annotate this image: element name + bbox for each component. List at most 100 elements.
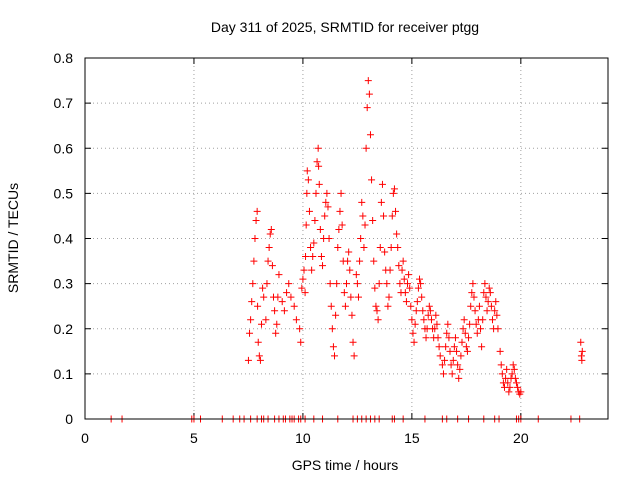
data-point [506, 383, 514, 391]
data-point [422, 334, 430, 342]
data-point [433, 320, 441, 328]
data-point [390, 185, 398, 193]
data-point [458, 338, 466, 346]
data-point [305, 207, 313, 215]
data-point [417, 280, 425, 288]
data-point [455, 374, 463, 382]
data-point [457, 352, 465, 360]
data-point [377, 198, 385, 206]
data-point [414, 284, 422, 292]
data-point [335, 225, 343, 233]
data-point [383, 280, 391, 288]
chart-title: Day 311 of 2025, SRMTID for receiver ptg… [211, 19, 479, 35]
data-point [256, 356, 264, 364]
y-tick-label: 0.6 [54, 140, 74, 156]
data-point [404, 280, 412, 288]
data-point [290, 302, 298, 310]
x-axis-title: GPS time / hours [292, 457, 399, 473]
data-point [271, 307, 279, 315]
data-point [352, 271, 360, 279]
data-point [263, 280, 271, 288]
y-tick-label: 0.1 [54, 366, 74, 382]
data-point [346, 266, 354, 274]
data-point [491, 307, 499, 315]
data-point [285, 280, 293, 288]
data-point [345, 248, 353, 256]
data-point [467, 302, 475, 310]
data-point [331, 352, 339, 360]
data-point [315, 180, 323, 188]
data-point [254, 302, 262, 310]
data-point [329, 343, 337, 351]
data-point [302, 253, 310, 261]
data-point [361, 221, 369, 229]
x-tick-label: 20 [513, 430, 529, 446]
data-point [399, 257, 407, 265]
y-tick-label: 0.2 [54, 321, 74, 337]
data-point [508, 370, 516, 378]
data-point [324, 203, 332, 211]
data-point [375, 280, 383, 288]
data-point [517, 388, 525, 396]
data-point [348, 311, 356, 319]
data-point [412, 307, 420, 315]
data-point [344, 257, 352, 265]
data-point [411, 320, 419, 328]
y-tick-label: 0.3 [54, 276, 74, 292]
data-point [273, 320, 281, 328]
data-point [357, 235, 365, 242]
x-tick-label: 0 [81, 430, 89, 446]
data-point [260, 293, 268, 301]
data-point [278, 298, 286, 306]
data-point [265, 244, 273, 252]
y-tick-label: 0.5 [54, 185, 74, 201]
data-point [362, 144, 370, 152]
data-point [336, 207, 344, 215]
data-point [327, 302, 335, 310]
data-point [359, 212, 367, 220]
data-point [374, 316, 382, 324]
data-point [485, 284, 493, 292]
data-point [469, 280, 477, 288]
data-point [292, 316, 300, 324]
data-point [578, 347, 586, 355]
data-point [296, 325, 304, 333]
data-point [254, 338, 262, 346]
data-point [303, 189, 311, 197]
data-point [287, 293, 295, 301]
data-point [442, 343, 450, 351]
data-point [321, 212, 329, 220]
data-point [262, 316, 270, 324]
data-point [301, 289, 309, 297]
data-point [468, 289, 476, 297]
data-point [477, 325, 485, 333]
data-point [480, 289, 488, 297]
data-point [419, 307, 427, 315]
data-point [460, 316, 468, 324]
data-point [394, 244, 402, 252]
data-point [312, 189, 320, 197]
data-point [341, 302, 349, 310]
data-point [332, 311, 340, 319]
data-point [486, 289, 494, 297]
data-point [259, 284, 267, 292]
data-point [283, 289, 291, 297]
data-point [384, 302, 392, 310]
data-point [308, 266, 316, 274]
data-point [298, 284, 306, 292]
data-point [264, 257, 272, 265]
data-point [258, 320, 266, 328]
data-point [311, 216, 319, 224]
grid [85, 58, 608, 419]
data-point [453, 347, 461, 355]
data-point [473, 329, 481, 337]
data-point [439, 370, 447, 378]
data-point [378, 180, 386, 188]
data-point [409, 329, 417, 337]
data-point [451, 334, 459, 342]
data-point [247, 316, 255, 324]
data-point [578, 356, 586, 364]
data-point [449, 356, 457, 364]
data-point [371, 284, 379, 292]
data-point [463, 347, 471, 355]
